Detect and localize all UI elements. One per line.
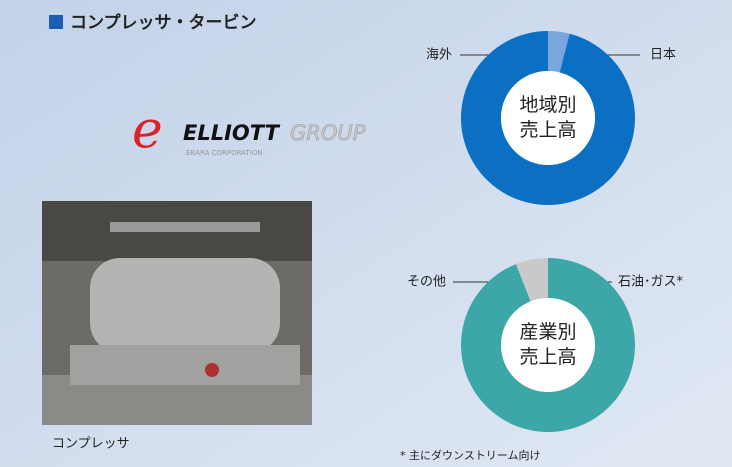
donut-segment (548, 31, 570, 73)
logo-tagline: EBARA CORPORATION (186, 149, 263, 157)
donut-segment (461, 31, 636, 206)
center-label: 産業別 (519, 321, 576, 343)
photo-machine (90, 258, 280, 353)
donut-segment (460, 258, 635, 433)
donut-hole (501, 71, 595, 165)
center-label: 売上高 (519, 346, 576, 368)
logo-suffix: GROUP (290, 121, 366, 145)
title-marker (49, 15, 63, 29)
center-label: 地域別 (519, 94, 576, 116)
logo-mark: e (132, 101, 163, 161)
footnote: * 主にダウンストリーム向け (400, 448, 540, 462)
logo: e ELLIOTT GROUP EBARA CORPORATION (132, 101, 366, 161)
photo-caption: コンプレッサ (52, 437, 130, 452)
logo-name: ELLIOTT (183, 121, 281, 145)
donut-hole (501, 298, 595, 392)
segment-label: 海外 (426, 48, 452, 63)
photo-pipe (110, 222, 260, 232)
donut-segment (515, 258, 548, 302)
segment-label: その他 (407, 275, 446, 290)
section-title: コンプレッサ・タービン (70, 12, 257, 33)
photo (42, 201, 312, 425)
photo-base (70, 345, 300, 385)
segment-label: 日本 (650, 48, 676, 63)
center-label: 売上高 (519, 119, 576, 141)
photo-detail (205, 363, 219, 377)
segment-label: 石油･ガス* (618, 275, 684, 290)
